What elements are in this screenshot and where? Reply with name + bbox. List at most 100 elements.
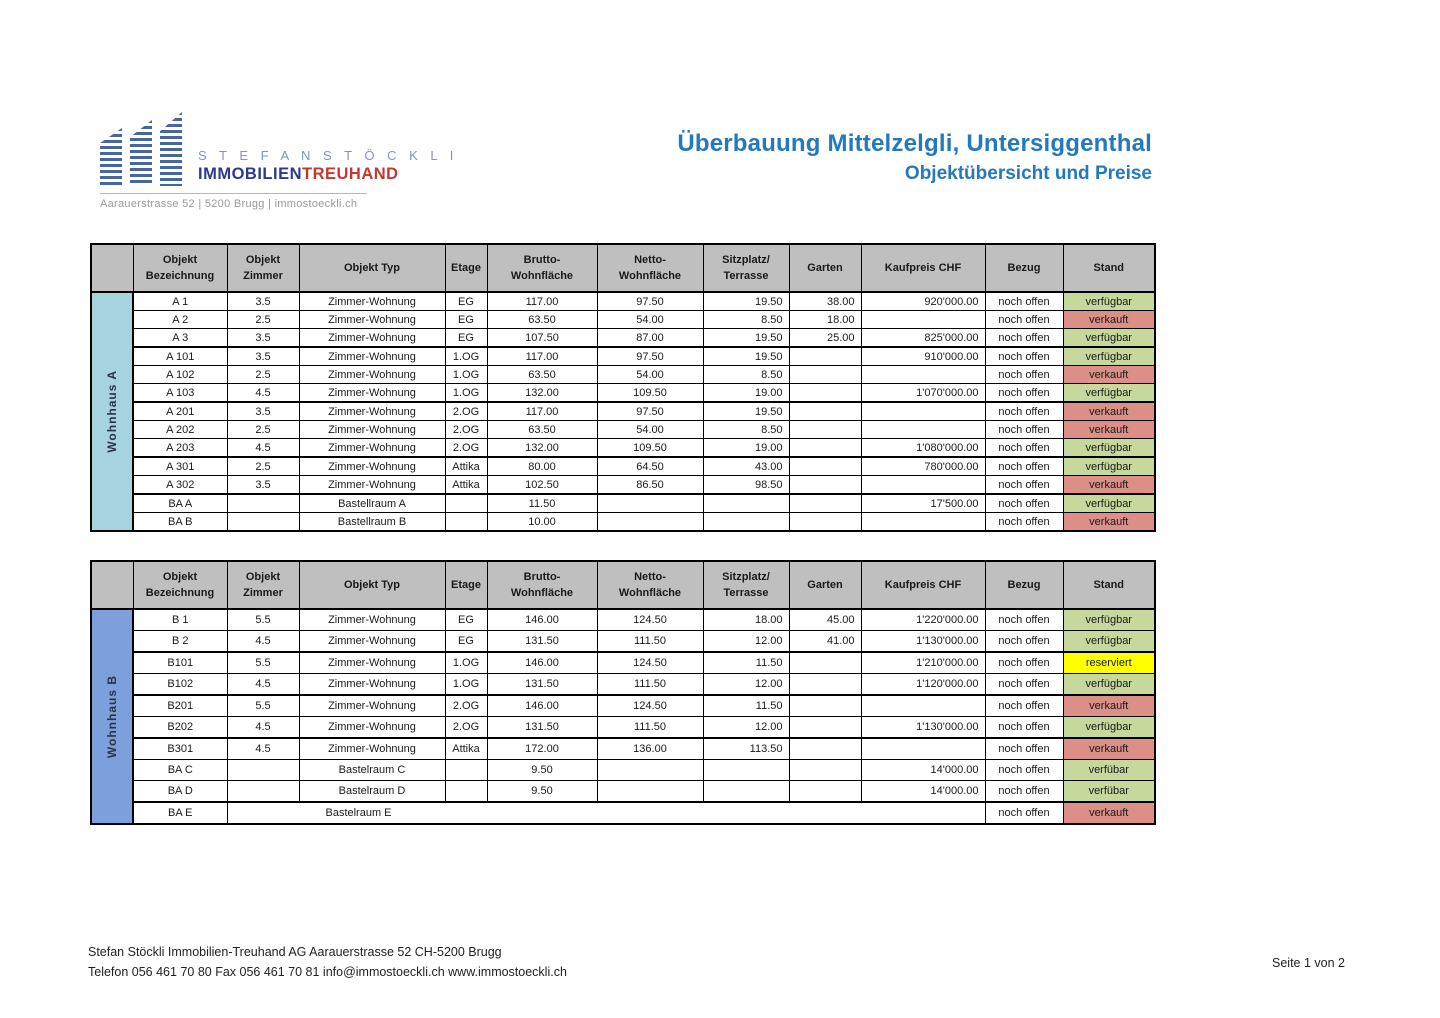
cell-netto-wohnflaeche: 124.50 bbox=[596, 694, 704, 717]
cell-netto-wohnflaeche: 136.00 bbox=[596, 737, 704, 760]
cell-bezug: noch offen bbox=[984, 630, 1064, 653]
cell-stand-badge: verfügbar bbox=[1062, 630, 1156, 653]
cell-garten: 18.00 bbox=[788, 310, 862, 329]
cell-etage bbox=[444, 759, 488, 781]
cell-kaufpreis: 14'000.00 bbox=[860, 759, 986, 781]
cell-objekt-typ: Zimmer-Wohnung bbox=[298, 291, 446, 311]
cell-bezug: noch offen bbox=[984, 328, 1064, 348]
cell-stand-badge: verfügbar bbox=[1062, 438, 1156, 458]
cell-netto-wohnflaeche bbox=[596, 780, 704, 803]
cell-sitzplatz-terrasse bbox=[702, 493, 790, 513]
col-header-kaufpreis: Kaufpreis CHF bbox=[860, 243, 986, 293]
cell-objekt-zimmer: 2.5 bbox=[226, 310, 300, 329]
cell-bezug: noch offen bbox=[984, 737, 1064, 760]
cell-bezug: noch offen bbox=[984, 780, 1064, 803]
cell-kaufpreis: 1'080'000.00 bbox=[860, 438, 986, 458]
cell-garten bbox=[788, 493, 862, 513]
col-header-kaufpreis: Kaufpreis CHF bbox=[860, 560, 986, 610]
cell-objekt-zimmer: 4.5 bbox=[226, 383, 300, 403]
building-tower-icon bbox=[130, 120, 152, 186]
cell-sitzplatz-terrasse: 12.00 bbox=[702, 673, 790, 696]
cell-netto-wohnflaeche: 124.50 bbox=[596, 651, 704, 674]
cell-kaufpreis: 17'500.00 bbox=[860, 493, 986, 513]
col-header-bezug: Bezug bbox=[984, 243, 1064, 293]
cell-objekt-typ: Zimmer-Wohnung bbox=[298, 328, 446, 348]
cell-kaufpreis: 1'210'000.00 bbox=[860, 651, 986, 674]
cell-sitzplatz-terrasse: 19.00 bbox=[702, 438, 790, 458]
table-row: A 102 2.5 Zimmer-Wohnung 1.OG 63.50 54.00 8.50… bbox=[91, 365, 1156, 384]
cell-etage: EG bbox=[444, 328, 488, 348]
col-header-objekt-typ: Objekt Typ bbox=[298, 243, 446, 293]
col-header-netto-wohnflaeche: Netto- Wohnfläche bbox=[596, 243, 704, 293]
cell-bezug: noch offen bbox=[984, 401, 1064, 421]
cell-objekt-bezeichnung: B201 bbox=[132, 694, 228, 717]
table-row: A 103 4.5 Zimmer-Wohnung 1.OG 132.00 109.50 19… bbox=[91, 383, 1156, 403]
cell-etage: Attika bbox=[444, 456, 488, 476]
cell-garten bbox=[788, 716, 862, 739]
cell-sitzplatz-terrasse: 98.50 bbox=[702, 475, 790, 495]
col-header-objekt-bezeichnung: Objekt Bezeichnung bbox=[132, 560, 228, 610]
table-row: B301 4.5 Zimmer-Wohnung Attika 172.00 136.00 1… bbox=[91, 737, 1156, 760]
cell-objekt-typ: Zimmer-Wohnung bbox=[298, 716, 446, 739]
cell-sitzplatz-terrasse: 113.50 bbox=[702, 737, 790, 760]
col-header-brutto-wohnflaeche: Brutto- Wohnfläche bbox=[486, 243, 598, 293]
wohnhaus-b-table: Objekt Bezeichnung Objekt Zimmer Objekt … bbox=[90, 560, 1156, 825]
cell-brutto-wohnflaeche: 146.00 bbox=[486, 694, 598, 717]
cell-bezug: noch offen bbox=[984, 512, 1064, 532]
cell-objekt-bezeichnung: BA B bbox=[132, 512, 228, 532]
cell-objekt-zimmer: 3.5 bbox=[226, 475, 300, 495]
table-row: B201 5.5 Zimmer-Wohnung 2.OG 146.00 124.50 11.… bbox=[91, 694, 1156, 717]
table-row: A 2 2.5 Zimmer-Wohnung EG 63.50 54.00 8.50 18.0… bbox=[91, 310, 1156, 329]
cell-sitzplatz-terrasse: 19.50 bbox=[702, 346, 790, 366]
cell-kaufpreis: 1'220'000.00 bbox=[860, 608, 986, 631]
cell-kaufpreis bbox=[860, 694, 986, 717]
cell-objekt-zimmer bbox=[226, 493, 300, 513]
cell-netto-wohnflaeche bbox=[596, 512, 704, 532]
cell-objekt-typ: Zimmer-Wohnung bbox=[298, 651, 446, 674]
cell-garten bbox=[788, 673, 862, 696]
logo-text: S T E F A N S T Ö C K L I IMMOBILIENTREU… bbox=[198, 148, 458, 186]
cell-objekt-typ: Zimmer-Wohnung bbox=[298, 456, 446, 476]
cell-brutto-wohnflaeche: 102.50 bbox=[486, 475, 598, 495]
cell-etage: EG bbox=[444, 630, 488, 653]
wohnhaus-a-table: Objekt Bezeichnung Objekt Zimmer Objekt … bbox=[90, 243, 1156, 532]
col-header-stand: Stand bbox=[1062, 560, 1156, 610]
cell-objekt-zimmer: 3.5 bbox=[226, 346, 300, 366]
cell-kaufpreis: 1'070'000.00 bbox=[860, 383, 986, 403]
cell-brutto-wohnflaeche: 146.00 bbox=[486, 608, 598, 631]
table-row: B 2 4.5 Zimmer-Wohnung EG 131.50 111.50 12.00 4… bbox=[91, 630, 1156, 653]
col-header-objekt-typ: Objekt Typ bbox=[298, 560, 446, 610]
cell-garten bbox=[788, 346, 862, 366]
page-title: Überbauung Mittelzelgli, Untersiggenthal bbox=[677, 130, 1152, 157]
cell-bezug: noch offen bbox=[984, 673, 1064, 696]
cell-bezug: noch offen bbox=[984, 383, 1064, 403]
cell-bezug: noch offen bbox=[984, 438, 1064, 458]
cell-etage bbox=[444, 512, 488, 532]
cell-garten bbox=[788, 512, 862, 532]
table-row: B101 5.5 Zimmer-Wohnung 1.OG 146.00 124.50 11.… bbox=[91, 651, 1156, 674]
cell-stand-badge: reserviert bbox=[1062, 651, 1156, 674]
cell-garten: 45.00 bbox=[788, 608, 862, 631]
cell-garten bbox=[788, 438, 862, 458]
cell-objekt-zimmer: 4.5 bbox=[226, 673, 300, 696]
building-tower-icon bbox=[160, 112, 182, 186]
cell-objekt-bezeichnung: BA D bbox=[132, 780, 228, 803]
page-number: Seite 1 von 2 bbox=[1272, 956, 1345, 970]
cell-objekt-zimmer: 4.5 bbox=[226, 716, 300, 739]
footer-address-line: Stefan Stöckli Immobilien-Treuhand AG Aa… bbox=[88, 945, 502, 959]
cell-stand-badge: verfübar bbox=[1062, 759, 1156, 781]
cell-objekt-zimmer: 2.5 bbox=[226, 365, 300, 384]
cell-netto-wohnflaeche: 54.00 bbox=[596, 420, 704, 439]
col-header-garten: Garten bbox=[788, 560, 862, 610]
cell-objekt-zimmer bbox=[226, 512, 300, 532]
cell-brutto-wohnflaeche: 132.00 bbox=[486, 383, 598, 403]
cell-etage: 1.OG bbox=[444, 365, 488, 384]
cell-objekt-zimmer: 3.5 bbox=[226, 291, 300, 311]
cell-kaufpreis: 1'120'000.00 bbox=[860, 673, 986, 696]
cell-sitzplatz-terrasse: 11.50 bbox=[702, 694, 790, 717]
col-header-netto-wohnflaeche: Netto- Wohnfläche bbox=[596, 560, 704, 610]
cell-garten bbox=[788, 383, 862, 403]
cell-kaufpreis: 780'000.00 bbox=[860, 456, 986, 476]
